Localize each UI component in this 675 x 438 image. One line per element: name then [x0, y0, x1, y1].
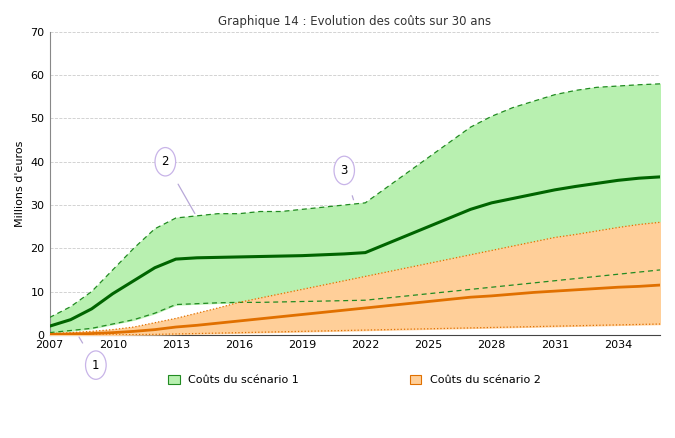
Title: Graphique 14 : Evolution des coûts sur 30 ans: Graphique 14 : Evolution des coûts sur 3… [218, 15, 491, 28]
Y-axis label: Millions d'euros: Millions d'euros [15, 140, 25, 226]
Legend: Coûts du scénario 1, Coûts du scénario 2: Coûts du scénario 1, Coûts du scénario 2 [164, 371, 545, 390]
Text: 3: 3 [341, 164, 354, 200]
Text: 2: 2 [161, 155, 195, 213]
Text: 1: 1 [79, 337, 100, 371]
